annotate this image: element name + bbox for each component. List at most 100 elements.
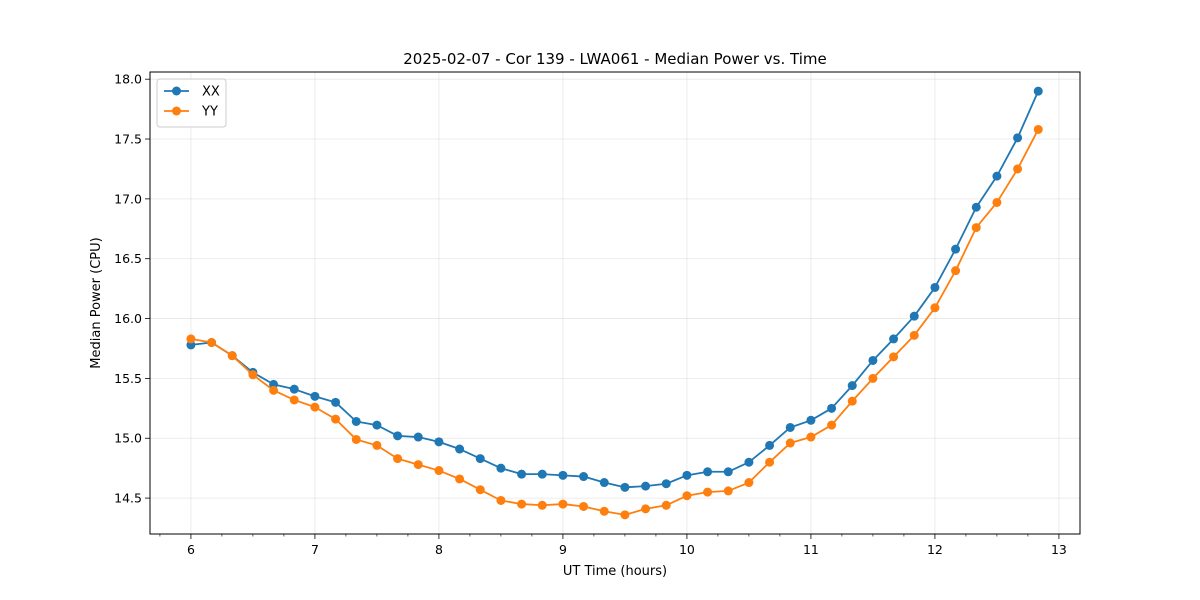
data-point-yy xyxy=(248,370,258,380)
x-tick-label: 12 xyxy=(927,542,943,557)
data-point-xx xyxy=(992,171,1002,181)
y-axis-label: Median Power (CPU) xyxy=(89,237,104,368)
y-tick-label: 16.0 xyxy=(114,311,142,326)
data-point-yy xyxy=(806,432,816,442)
data-point-yy xyxy=(269,385,279,395)
legend-marker-xx xyxy=(172,86,181,96)
data-point-xx xyxy=(475,454,485,464)
data-point-xx xyxy=(661,479,671,489)
data-point-xx xyxy=(517,469,527,479)
data-point-xx xyxy=(765,440,775,450)
data-point-xx xyxy=(372,420,382,430)
legend: XX YY xyxy=(156,78,227,128)
data-point-yy xyxy=(847,396,857,406)
data-point-xx xyxy=(889,334,899,344)
data-point-yy xyxy=(331,414,341,424)
data-point-xx xyxy=(682,470,692,480)
data-point-yy xyxy=(765,457,775,467)
data-point-xx xyxy=(641,481,651,491)
x-tick-label: 8 xyxy=(435,542,443,557)
data-point-xx xyxy=(951,244,961,254)
data-point-yy xyxy=(393,454,403,464)
data-point-yy xyxy=(475,485,485,495)
data-point-xx xyxy=(847,381,857,391)
data-point-yy xyxy=(951,266,961,276)
data-point-yy xyxy=(868,373,878,383)
data-point-yy xyxy=(517,499,527,509)
data-point-yy xyxy=(455,474,465,484)
plot-area-frame xyxy=(149,71,1081,535)
data-point-yy xyxy=(785,438,795,448)
data-point-yy xyxy=(827,420,837,430)
data-point-yy xyxy=(744,478,754,488)
y-tick-label: 17.5 xyxy=(114,132,142,147)
data-point-xx xyxy=(455,444,465,454)
data-point-xx xyxy=(393,431,403,441)
data-point-xx xyxy=(537,469,547,479)
data-point-xx xyxy=(620,482,630,492)
data-point-yy xyxy=(620,510,630,520)
legend-label-yy: YY xyxy=(201,105,218,120)
x-tick-label: 13 xyxy=(1051,542,1067,557)
x-tick-label: 10 xyxy=(679,542,695,557)
x-tick-label: 9 xyxy=(559,542,567,557)
x-tick-label: 11 xyxy=(803,542,819,557)
data-point-yy xyxy=(207,338,217,347)
data-point-yy xyxy=(537,500,547,510)
data-point-xx xyxy=(703,467,713,477)
legend-marker-yy xyxy=(172,106,181,116)
data-point-yy xyxy=(930,303,940,313)
data-point-xx xyxy=(971,202,981,212)
data-point-yy xyxy=(1013,164,1023,174)
data-point-xx xyxy=(909,311,919,321)
data-point-yy xyxy=(641,504,651,514)
y-tick-label: 14.5 xyxy=(114,491,142,506)
data-point-yy xyxy=(971,223,981,233)
data-point-xx xyxy=(744,457,754,467)
x-axis-label: UT Time (hours) xyxy=(563,564,667,579)
data-point-yy xyxy=(372,440,382,450)
data-point-yy xyxy=(413,460,423,470)
data-point-yy xyxy=(579,501,589,511)
data-point-yy xyxy=(558,499,568,509)
data-point-xx xyxy=(579,472,589,482)
data-point-yy xyxy=(723,486,733,496)
data-point-xx xyxy=(1033,86,1043,96)
data-point-xx xyxy=(785,422,795,432)
y-tick-label: 17.0 xyxy=(114,191,142,206)
data-point-yy xyxy=(496,495,506,505)
x-tick-label: 7 xyxy=(311,542,319,557)
data-point-xx xyxy=(289,384,299,394)
y-tick-label: 16.5 xyxy=(114,251,142,266)
y-tick-label: 18.0 xyxy=(114,72,142,87)
data-point-xx xyxy=(599,478,609,488)
data-point-xx xyxy=(496,463,506,473)
data-point-yy xyxy=(310,402,320,412)
axis-ticks: 6 7 8 9 10 11 12 13 14.5 15.0 15.5 16.0 16.5 17.0 17.5… xyxy=(114,72,1067,557)
data-point-xx xyxy=(827,403,837,413)
data-point-xx xyxy=(351,416,361,426)
data-point-xx xyxy=(930,282,940,292)
data-point-yy xyxy=(661,500,671,510)
data-point-yy xyxy=(889,352,899,362)
data-point-yy xyxy=(599,506,609,516)
data-point-yy xyxy=(227,351,237,361)
data-point-xx xyxy=(723,467,733,477)
data-point-yy xyxy=(682,491,692,501)
data-point-xx xyxy=(806,415,816,425)
data-point-yy xyxy=(703,487,713,497)
data-point-xx xyxy=(1013,133,1023,143)
plot-series xyxy=(186,86,1043,520)
data-point-yy xyxy=(1033,124,1043,134)
data-point-xx xyxy=(413,432,423,442)
data-point-yy xyxy=(434,466,444,476)
data-point-yy xyxy=(351,434,361,444)
data-point-xx xyxy=(331,397,341,407)
data-point-yy xyxy=(992,197,1002,207)
legend-label-xx: XX xyxy=(202,85,220,100)
data-point-xx xyxy=(310,391,320,401)
x-tick-label: 6 xyxy=(187,542,195,557)
data-point-xx xyxy=(434,437,444,447)
series-yy xyxy=(186,124,1043,520)
grid xyxy=(150,72,1080,534)
